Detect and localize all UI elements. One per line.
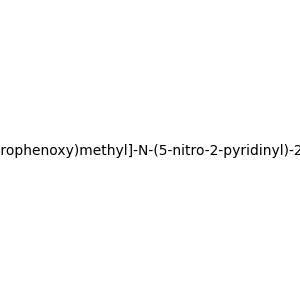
Text: 5-[(4-fluorophenoxy)methyl]-N-(5-nitro-2-pyridinyl)-2-furamide: 5-[(4-fluorophenoxy)methyl]-N-(5-nitro-2… [0, 145, 300, 158]
